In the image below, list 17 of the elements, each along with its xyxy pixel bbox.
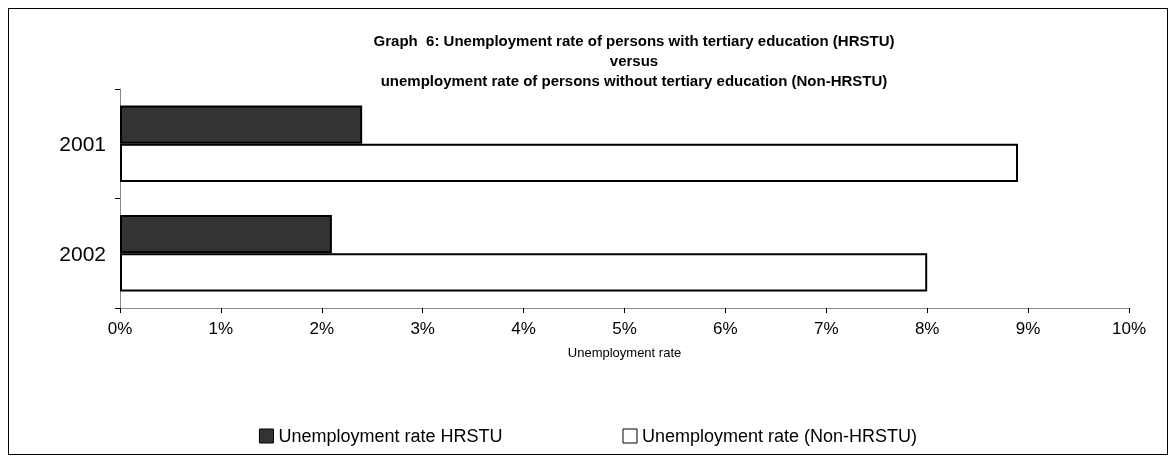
x-tick-label: 2%	[309, 319, 335, 338]
x-tick-label: 8%	[914, 319, 940, 338]
x-tick-label: 0%	[107, 319, 133, 338]
x-tick-label: 3%	[410, 319, 435, 338]
y-tick-label: 2001	[59, 132, 106, 156]
legend-label: Unemployment rate HRSTU	[278, 426, 503, 446]
y-tick-label: 2002	[59, 241, 106, 265]
legend-label: Unemployment rate (Non-HRSTU)	[642, 426, 918, 446]
x-tick-label: 9%	[1015, 319, 1041, 338]
x-tick-label: 6%	[713, 319, 738, 338]
x-tick-label: 5%	[612, 319, 637, 338]
x-tick-label: 4%	[511, 319, 536, 338]
x-tick-label: 1%	[208, 319, 234, 338]
x-tick-label: 7%	[814, 319, 839, 338]
x-tick-label: 10%	[1111, 319, 1147, 338]
chart-title: Graph 6: Unemployment rate of persons with tertiary education (HRSTU) versus unemployment rate of persons without tertiary education (Non-HRSTU)	[373, 31, 895, 89]
x-axis-title: Unemployment rate	[567, 345, 682, 360]
